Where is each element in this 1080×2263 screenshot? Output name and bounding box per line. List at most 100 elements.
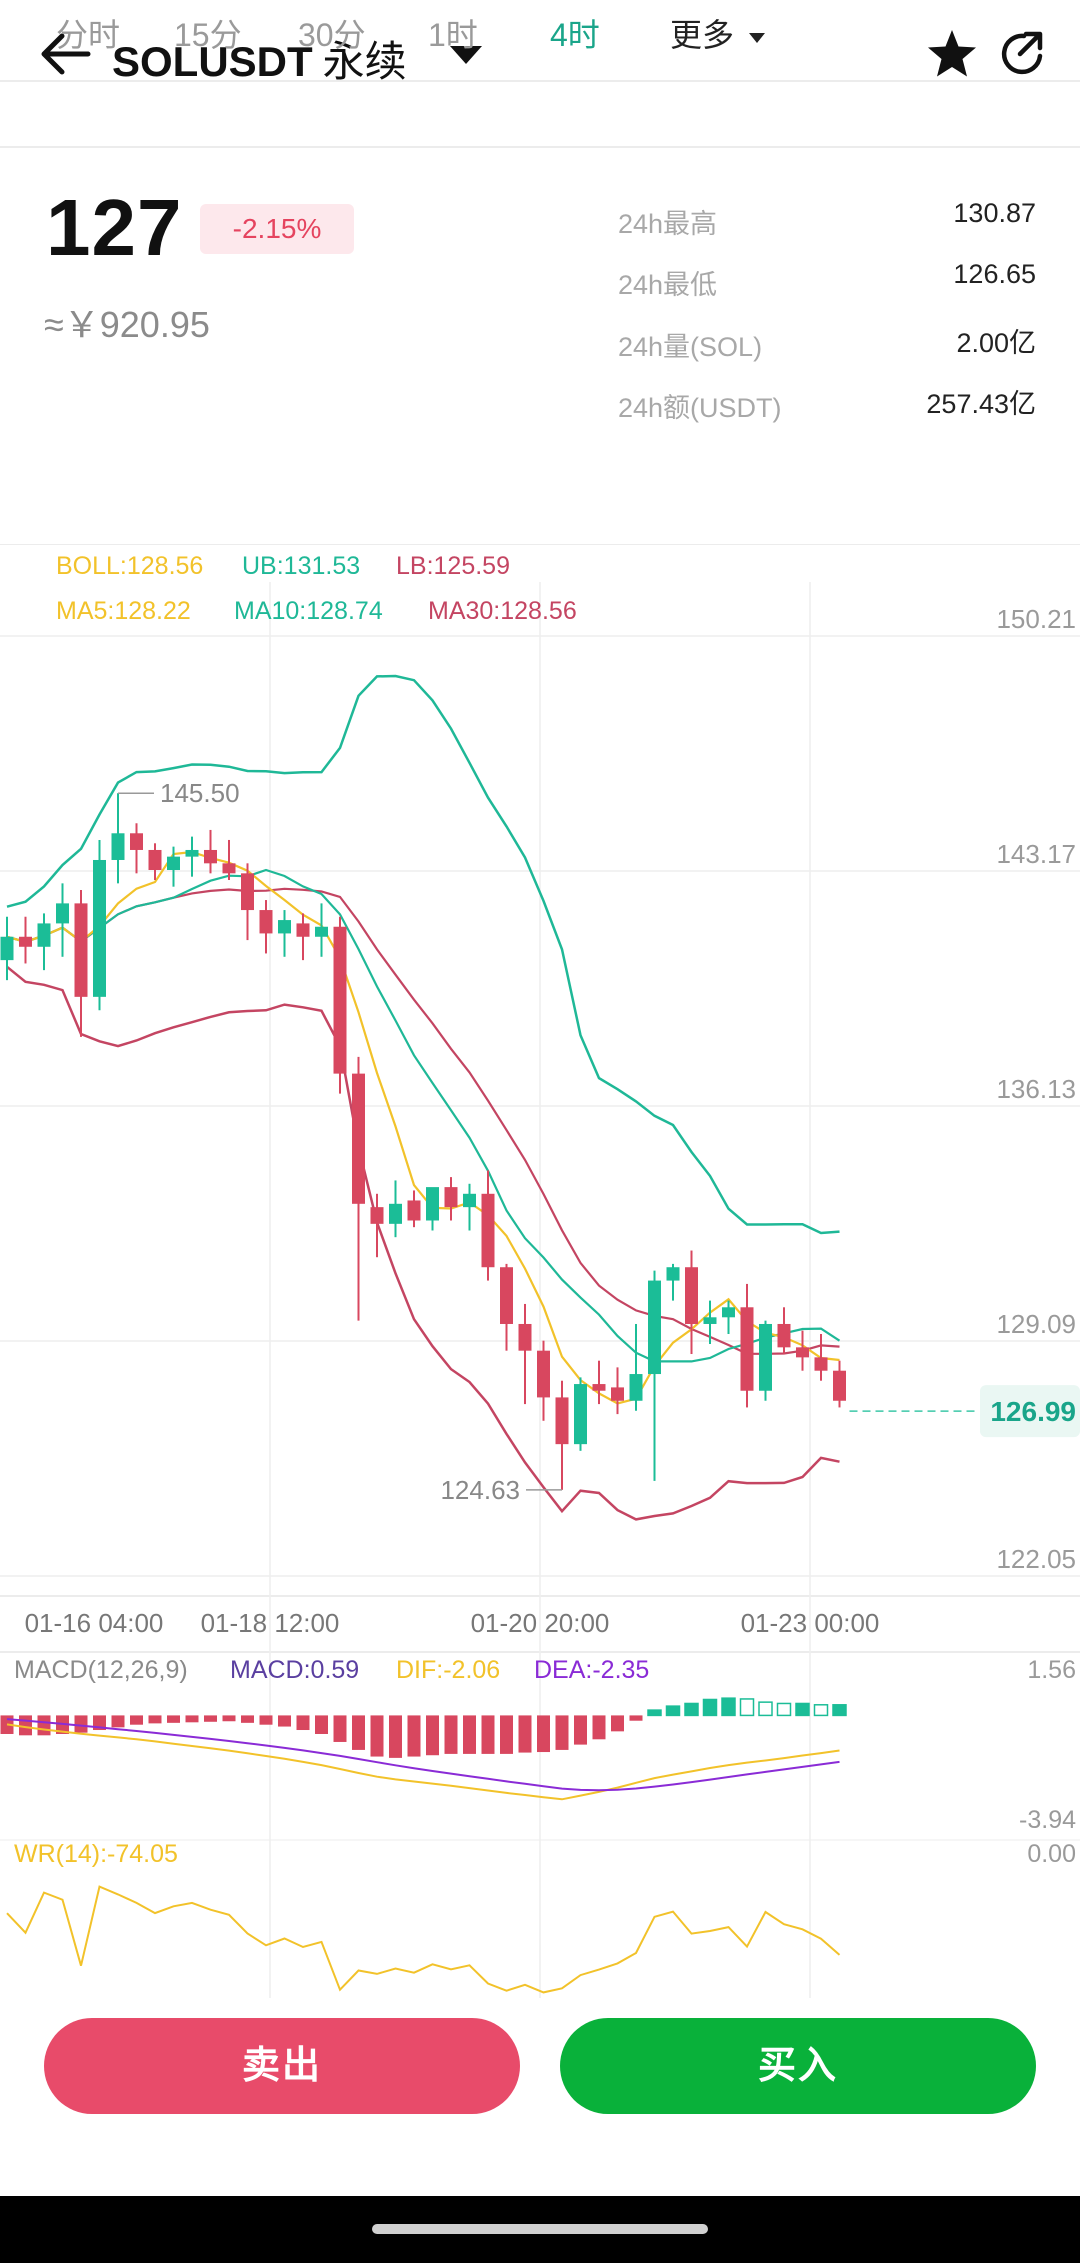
candle-body: [222, 863, 236, 874]
candle-body: [463, 1193, 476, 1208]
candle-body: [740, 1307, 754, 1391]
candle-body: [685, 1267, 698, 1324]
macd-bar: [684, 1702, 699, 1717]
tab-30m[interactable]: 30分: [298, 17, 366, 53]
kline-chart[interactable]: 150.21 143.17 136.13 129.09 122.05 01-16 04:0…: [0, 544, 1080, 2000]
cny-price: ≈￥920.95: [44, 304, 210, 345]
macd-bar: [574, 1715, 587, 1745]
candle-body: [666, 1267, 680, 1281]
candle-down: [481, 1170, 495, 1281]
macd-value-legend: MACD:0.59: [230, 1656, 359, 1684]
symbol-title[interactable]: SOLUSDT 永续: [112, 28, 407, 89]
macd-bar: [500, 1715, 513, 1754]
ma10-legend: MA10:128.74: [234, 597, 383, 625]
macd-y-min: -3.94: [1019, 1806, 1076, 1834]
share-icon[interactable]: [996, 28, 1048, 80]
macd-bar: [19, 1715, 32, 1736]
ma5-line: [6, 850, 840, 1405]
stat-volume-value: 2.00亿: [956, 328, 1036, 358]
candle-up: [93, 839, 106, 1011]
macd-bar: [130, 1715, 143, 1725]
candle-body: [500, 1267, 513, 1324]
buy-button[interactable]: 买入: [560, 2018, 1036, 2114]
candle-body: [241, 873, 254, 911]
candle-up: [426, 1187, 439, 1231]
candle-body: [833, 1370, 846, 1401]
candle-up: [167, 846, 180, 887]
macd-bar: [241, 1715, 254, 1723]
candle-body: [204, 849, 217, 864]
tab-more[interactable]: 更多: [670, 10, 767, 56]
macd-bar: [629, 1715, 643, 1721]
boll-legend: BOLL:128.56: [56, 552, 203, 580]
back-arrow-icon[interactable]: [38, 28, 94, 80]
candle-body: [0, 936, 14, 961]
candle-body: [592, 1384, 606, 1391]
y-tick-label: 143.17: [996, 839, 1076, 869]
candle-up: [759, 1320, 772, 1401]
candle-down: [241, 863, 254, 941]
wr-line: [6, 1885, 841, 1994]
symbol-name: SOLUSDT: [112, 38, 313, 85]
low-marker-label: 124.63: [440, 1475, 520, 1505]
dea-legend: DEA:-2.35: [534, 1656, 649, 1684]
sell-button[interactable]: 卖出: [44, 2018, 520, 2114]
macd-y-max: 1.56: [1027, 1656, 1076, 1684]
macd-params-legend: MACD(12,26,9): [14, 1656, 188, 1684]
tab-1h[interactable]: 1时: [428, 17, 478, 53]
macd-bar: [795, 1702, 810, 1717]
dif-legend: DIF:-2.06: [396, 1656, 500, 1684]
macd-dif-line: [6, 1723, 840, 1801]
candle-body: [426, 1187, 439, 1221]
candle-body: [648, 1280, 661, 1375]
candle-body: [703, 1317, 717, 1324]
x-tick-label: 01-20 20:00: [471, 1608, 610, 1638]
macd-bar: [758, 1701, 773, 1717]
candle-down: [352, 1056, 365, 1321]
macd-bar: [185, 1715, 199, 1723]
current-price-label: 126.99: [990, 1396, 1076, 1427]
macd-bar: [463, 1715, 476, 1754]
candle-up: [56, 883, 69, 957]
macd-bar: [555, 1715, 569, 1750]
candle-down: [611, 1367, 624, 1415]
candle-body: [315, 926, 328, 937]
home-indicator[interactable]: [372, 2224, 708, 2234]
candle-down: [259, 900, 273, 954]
candle-body: [407, 1200, 421, 1221]
candle-body: [518, 1323, 532, 1351]
candle-up: [315, 903, 328, 957]
macd-bar: [407, 1715, 421, 1757]
candle-body: [130, 833, 143, 850]
candle-up: [722, 1300, 735, 1334]
macd-bar: [647, 1709, 662, 1717]
candle-up: [0, 916, 14, 981]
wr-y-tick: 0.00: [1027, 1840, 1076, 1868]
candle-down: [685, 1250, 698, 1355]
favorite-star-icon[interactable]: [924, 26, 980, 82]
candle-up: [703, 1300, 717, 1345]
candle-up: [574, 1377, 587, 1451]
ma30-legend: MA30:128.56: [428, 597, 577, 625]
macd-bar: [702, 1698, 718, 1717]
y-tick-label: 136.13: [996, 1074, 1076, 1104]
candle-body: [259, 910, 273, 934]
tab-time-share[interactable]: 分时: [56, 17, 121, 53]
ma10-line: [6, 868, 841, 1363]
candle-body: [19, 936, 32, 947]
stat-high-value: 130.87: [953, 198, 1036, 228]
candles: [0, 793, 846, 1490]
symbol-dropdown-icon[interactable]: [446, 40, 486, 70]
candle-up: [666, 1263, 680, 1301]
tab-4h[interactable]: 4时: [550, 17, 600, 53]
candle-down: [74, 890, 88, 1037]
macd-bar: [278, 1715, 291, 1727]
candle-body: [759, 1323, 772, 1391]
macd-bar: [481, 1715, 495, 1754]
tab-15m[interactable]: 15分: [174, 17, 242, 53]
macd-bar: [832, 1704, 847, 1717]
candle-down: [592, 1360, 606, 1405]
candle-body: [481, 1193, 495, 1268]
candle-down: [796, 1330, 809, 1371]
candle-up: [629, 1323, 643, 1411]
